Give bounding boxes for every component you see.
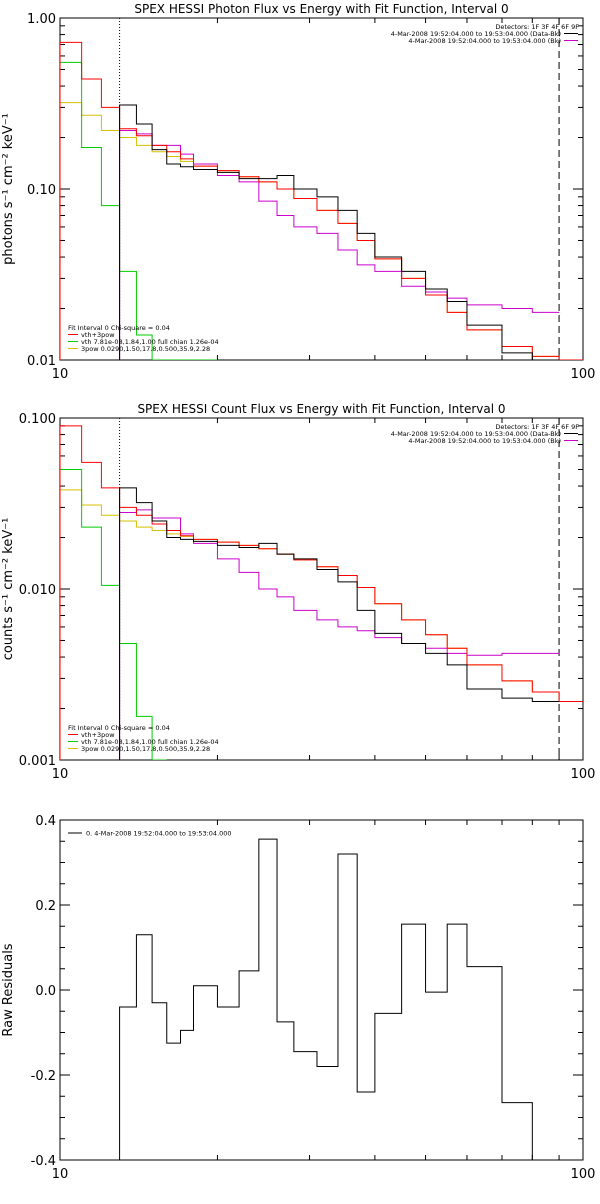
legend-entry: vth 7.81e-08,1.84,1.00 full chian 1.26e-… (81, 338, 219, 346)
chart-panel-1: 10 100 0.01 0.10 1.00 SPEX HESSI Photon Flux … (1, 2, 595, 382)
legend-entry: vth 7.81e-08,1.84,1.00 full chian 1.26e-… (81, 738, 219, 746)
chart-panel-2: 10 100 0.001 0.010 0.100 SPEX HESSI Count Flu… (1, 402, 595, 782)
y-tick-label: 0.0 (35, 984, 56, 999)
y-axis-label: Raw Residuals (1, 943, 16, 1036)
legend-entry: vth+3pow (81, 331, 115, 339)
series-data-bk (119, 104, 560, 360)
y-tick-label: 0.100 (19, 412, 56, 427)
plot-frame (59, 417, 584, 761)
chart-title: SPEX HESSI Count Flux vs Energy with Fit… (137, 402, 505, 416)
y-tick-label: 0.10 (27, 183, 56, 198)
x-tick-label: 100 (571, 767, 596, 782)
y-tick-label: -0.4 (31, 1154, 56, 1169)
y-axis-label: photons s⁻¹ cm⁻² keV⁻¹ (1, 113, 16, 265)
x-tick-label: 10 (52, 1167, 69, 1182)
series-layer (60, 418, 583, 760)
series-vth-3pow (60, 425, 583, 760)
legend-fit-header: Fit Interval 0 Chi-square = 0.04 (68, 724, 170, 732)
legend-entry: 0. 4-Mar-2008 19:52:04.000 to 19:53:04.0… (86, 830, 232, 838)
series-vth (60, 61, 218, 360)
x-tick-label: 100 (571, 367, 596, 382)
y-tick-label: 0.001 (19, 754, 56, 769)
series-data-bk (119, 487, 560, 760)
legend-entry: 4-Mar-2008 19:52:04.000 to 19:53:04.000 … (408, 37, 561, 45)
chart-title: SPEX HESSI Photon Flux vs Energy with Fi… (134, 2, 508, 16)
legend-entry: 4-Mar-2008 19:52:04.000 to 19:53:04.000 … (391, 30, 561, 38)
y-tick-label: -0.2 (31, 1069, 56, 1084)
chart-panel-3: 10 100 -0.4 -0.2 0.0 0.2 0.4 Raw Residuals 0. 4-… (1, 814, 595, 1182)
series-3pow (60, 489, 583, 760)
y-axis-label: counts s⁻¹ cm⁻² keV⁻¹ (1, 518, 16, 661)
x-tick-label: 100 (571, 1167, 596, 1182)
series-bk (119, 509, 560, 760)
legend-fit-header: Fit Interval 0 Chi-square = 0.04 (68, 324, 170, 332)
x-tick-label: 10 (52, 767, 69, 782)
series-vth-3pow (60, 41, 583, 360)
series-vth (60, 468, 167, 760)
series-layer (119, 838, 560, 1160)
y-tick-label: 0.010 (19, 583, 56, 598)
y-tick-label: 0.4 (35, 814, 56, 829)
series-layer (60, 18, 583, 360)
legend-entry: 4-Mar-2008 19:52:04.000 to 19:53:04.000 … (408, 437, 561, 445)
legend-detectors: Detectors: 1F 3F 4F 6F 9F (495, 23, 579, 31)
legend-detectors: Detectors: 1F 3F 4F 6F 9F (495, 423, 579, 431)
plot-frame (59, 819, 584, 1161)
y-tick-label: 0.01 (27, 354, 56, 369)
y-tick-label: 1.00 (27, 12, 56, 27)
series-3pow (60, 102, 583, 360)
legend-entry: vth+3pow (81, 731, 115, 739)
series-0 (119, 838, 560, 1160)
legend-entry: 4-Mar-2008 19:52:04.000 to 19:53:04.000 … (391, 430, 561, 438)
y-tick-label: 0.2 (35, 899, 56, 914)
legend-entry: 3pow 0.0290,1.50,17.8,0.500,35.9,2.28 (81, 345, 210, 353)
series-bk (119, 129, 560, 360)
legend-entry: 3pow 0.0290,1.50,17.8,0.500,35.9,2.28 (81, 745, 210, 753)
x-tick-label: 10 (52, 367, 69, 382)
